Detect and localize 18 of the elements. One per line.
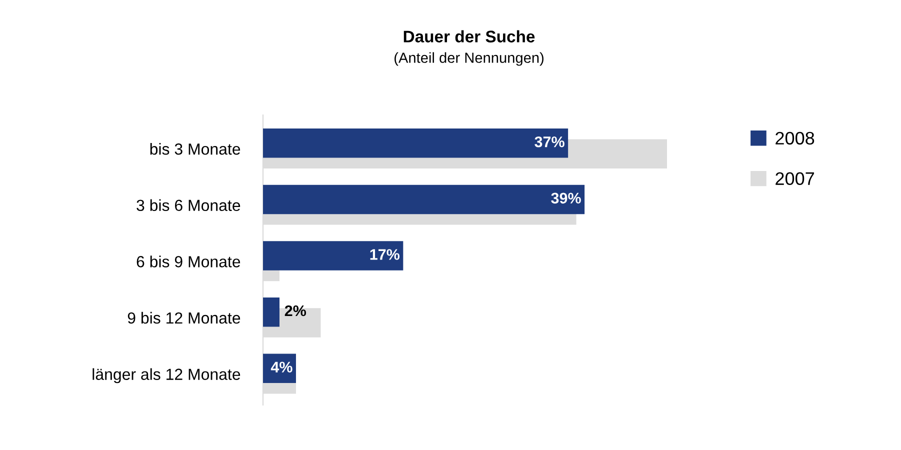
y-tick-label: bis 3 Monate [150, 143, 240, 155]
legend-label: 2008 [776, 132, 814, 145]
bar [263, 241, 404, 270]
data-label: 39% [551, 192, 581, 204]
y-tick-label: länger als 12 Monate [92, 368, 240, 384]
bar [263, 128, 568, 158]
legend-label: 2007 [776, 172, 814, 186]
data-label: 37% [534, 136, 564, 148]
data-label: 2% [284, 305, 306, 316]
bar [263, 184, 585, 214]
data-label: 17% [370, 249, 400, 260]
chart-title: Dauer der Suche [404, 30, 535, 42]
chart-subtitle: (Anteil der Nennungen) [394, 52, 544, 66]
data-label: 4% [270, 362, 292, 372]
y-tick-label: 6 bis 9 Monate [136, 256, 240, 268]
y-tick-label: 3 bis 6 Monate [136, 199, 240, 212]
bar [263, 297, 280, 327]
y-tick-label: 9 bis 12 Monate [128, 312, 240, 324]
